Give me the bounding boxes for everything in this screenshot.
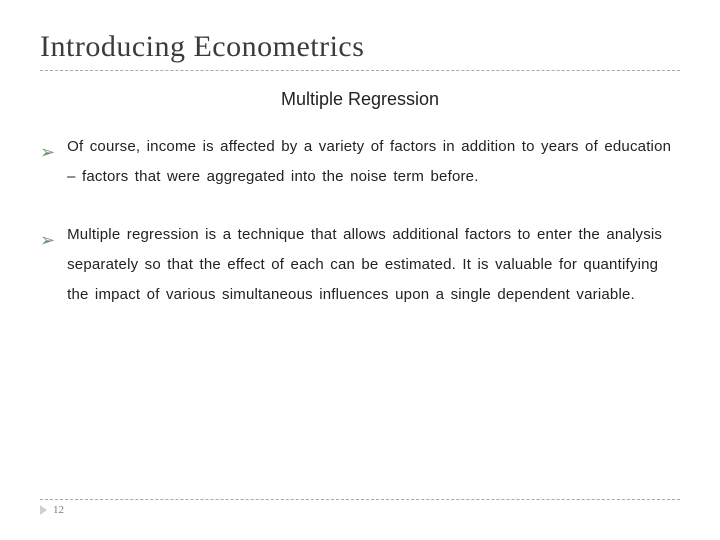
play-icon	[40, 505, 47, 515]
footer-divider	[40, 499, 680, 500]
bullet-text: Of course, income is affected by a varie…	[67, 132, 680, 192]
footer-row: 12	[40, 504, 680, 516]
title-divider	[40, 70, 680, 71]
page-title: Introducing Econometrics	[40, 30, 680, 64]
footer: 12	[40, 499, 680, 516]
bullet-item: ➢ Of course, income is affected by a var…	[40, 132, 680, 192]
bullet-item: ➢ Multiple regression is a technique tha…	[40, 220, 680, 310]
page-number: 12	[53, 504, 64, 516]
subtitle: Multiple Regression	[40, 89, 680, 110]
chevron-right-icon: ➢	[40, 134, 55, 170]
chevron-right-icon: ➢	[40, 222, 55, 258]
slide: Introducing Econometrics Multiple Regres…	[0, 0, 720, 540]
bullet-text: Multiple regression is a technique that …	[67, 220, 680, 310]
